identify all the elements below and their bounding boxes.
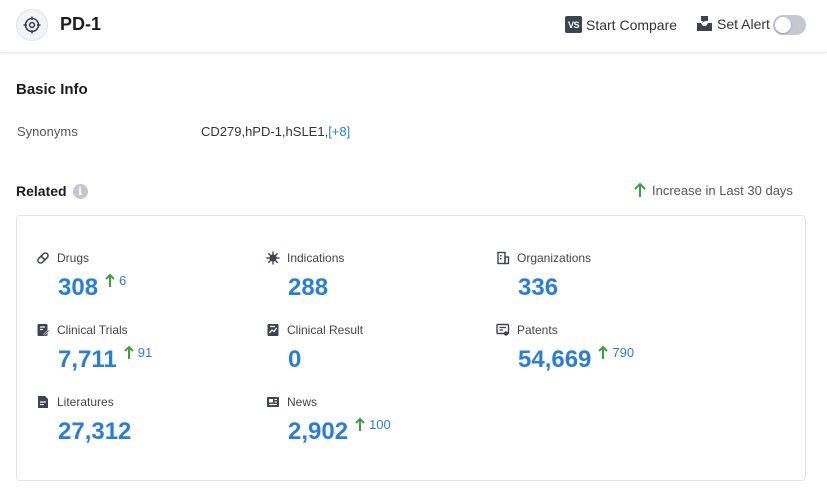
stat-label: Patents xyxy=(517,323,558,337)
stat-literatures[interactable]: Literatures 27,312 xyxy=(17,393,237,457)
stat-increase-value: 6 xyxy=(119,273,126,289)
synonyms-label: Synonyms xyxy=(17,124,78,139)
newspaper-icon xyxy=(266,395,280,409)
stat-clinical-trials[interactable]: Clinical Trials 7,711 91 xyxy=(17,321,237,385)
virus-icon xyxy=(266,251,280,265)
stat-value: 27,312 xyxy=(58,417,131,447)
target-icon xyxy=(16,9,48,41)
stat-value-row: 288 xyxy=(288,273,328,303)
pill-icon xyxy=(36,251,50,265)
stat-header: Clinical Trials xyxy=(17,321,237,339)
stat-increase: 91 xyxy=(124,345,152,366)
stat-value: 0 xyxy=(288,345,301,375)
up-arrow-icon xyxy=(105,273,115,294)
stat-value-row: 336 xyxy=(518,273,558,303)
stat-patents[interactable]: Patents 54,669 790 xyxy=(477,321,697,385)
related-header: Related i xyxy=(16,183,88,199)
up-arrow-icon xyxy=(355,417,365,438)
stat-value: 54,669 xyxy=(518,345,591,375)
stat-increase: 790 xyxy=(598,345,634,366)
stat-header: Drugs xyxy=(17,249,237,267)
increase-legend-label: Increase in Last 30 days xyxy=(652,183,793,198)
stat-label: Drugs xyxy=(57,251,89,265)
stat-value-row: 27,312 xyxy=(58,417,131,447)
synonyms-more-link[interactable]: [+8] xyxy=(328,124,350,139)
toggle-knob xyxy=(775,17,791,33)
start-compare-button[interactable]: VS Start Compare xyxy=(565,16,677,33)
increase-legend: Increase in Last 30 days xyxy=(634,182,793,198)
stat-increase: 6 xyxy=(105,273,126,294)
start-compare-label: Start Compare xyxy=(586,17,677,33)
stat-drugs[interactable]: Drugs 308 6 xyxy=(17,249,237,313)
set-alert-button[interactable]: Set Alert xyxy=(696,15,770,32)
synonyms-text: CD279,hPD-1,hSLE1, xyxy=(201,124,328,139)
compare-icon: VS xyxy=(565,16,582,33)
stat-label: Indications xyxy=(287,251,344,265)
set-alert-label: Set Alert xyxy=(717,16,770,32)
related-title: Related xyxy=(16,183,67,199)
stat-label: Clinical Trials xyxy=(57,323,128,337)
patent-icon xyxy=(496,323,510,337)
stat-header: Literatures xyxy=(17,393,237,411)
up-arrow-icon xyxy=(124,345,134,366)
stat-label: Organizations xyxy=(517,251,591,265)
stat-value-row: 308 6 xyxy=(58,273,126,303)
stat-value-row: 0 xyxy=(288,345,301,375)
building-icon xyxy=(496,251,510,265)
synonyms-value: CD279,hPD-1,hSLE1,[+8] xyxy=(201,124,350,139)
stat-value: 2,902 xyxy=(288,417,348,447)
stat-label: Literatures xyxy=(57,395,114,409)
header-bar: PD-1 VS Start Compare Set Alert xyxy=(0,0,827,53)
stat-value: 336 xyxy=(518,273,558,303)
stat-label: News xyxy=(287,395,317,409)
up-arrow-icon xyxy=(634,182,646,198)
up-arrow-icon xyxy=(598,345,608,366)
info-icon[interactable]: i xyxy=(73,184,88,199)
document-icon xyxy=(36,395,50,409)
stat-value: 7,711 xyxy=(58,345,117,375)
stat-news[interactable]: News 2,902 100 xyxy=(247,393,467,457)
stat-header: Patents xyxy=(477,321,697,339)
stat-increase-value: 100 xyxy=(369,417,391,433)
page-title: PD-1 xyxy=(60,14,101,35)
stat-header: News xyxy=(247,393,467,411)
related-stats-card: Drugs 308 6 Indications 288 Organizations 336 C… xyxy=(16,215,806,481)
clinical-trials-icon xyxy=(36,323,50,337)
stat-header: Organizations xyxy=(477,249,697,267)
stat-header: Indications xyxy=(247,249,467,267)
stat-increase-value: 790 xyxy=(612,345,634,361)
stat-value-row: 7,711 91 xyxy=(58,345,152,375)
basic-info-title: Basic Info xyxy=(16,81,88,98)
chart-doc-icon xyxy=(266,323,280,337)
stat-header: Clinical Result xyxy=(247,321,467,339)
stat-clinical-result[interactable]: Clinical Result 0 xyxy=(247,321,467,385)
stat-value: 288 xyxy=(288,273,328,303)
stat-label: Clinical Result xyxy=(287,323,363,337)
stat-organizations[interactable]: Organizations 336 xyxy=(477,249,697,313)
alert-icon xyxy=(696,15,713,32)
stat-value-row: 54,669 790 xyxy=(518,345,634,375)
stat-indications[interactable]: Indications 288 xyxy=(247,249,467,313)
stat-increase: 100 xyxy=(355,417,391,438)
stat-increase-value: 91 xyxy=(138,345,152,361)
set-alert-toggle[interactable] xyxy=(773,15,806,35)
stat-value: 308 xyxy=(58,273,98,303)
stat-value-row: 2,902 100 xyxy=(288,417,391,447)
